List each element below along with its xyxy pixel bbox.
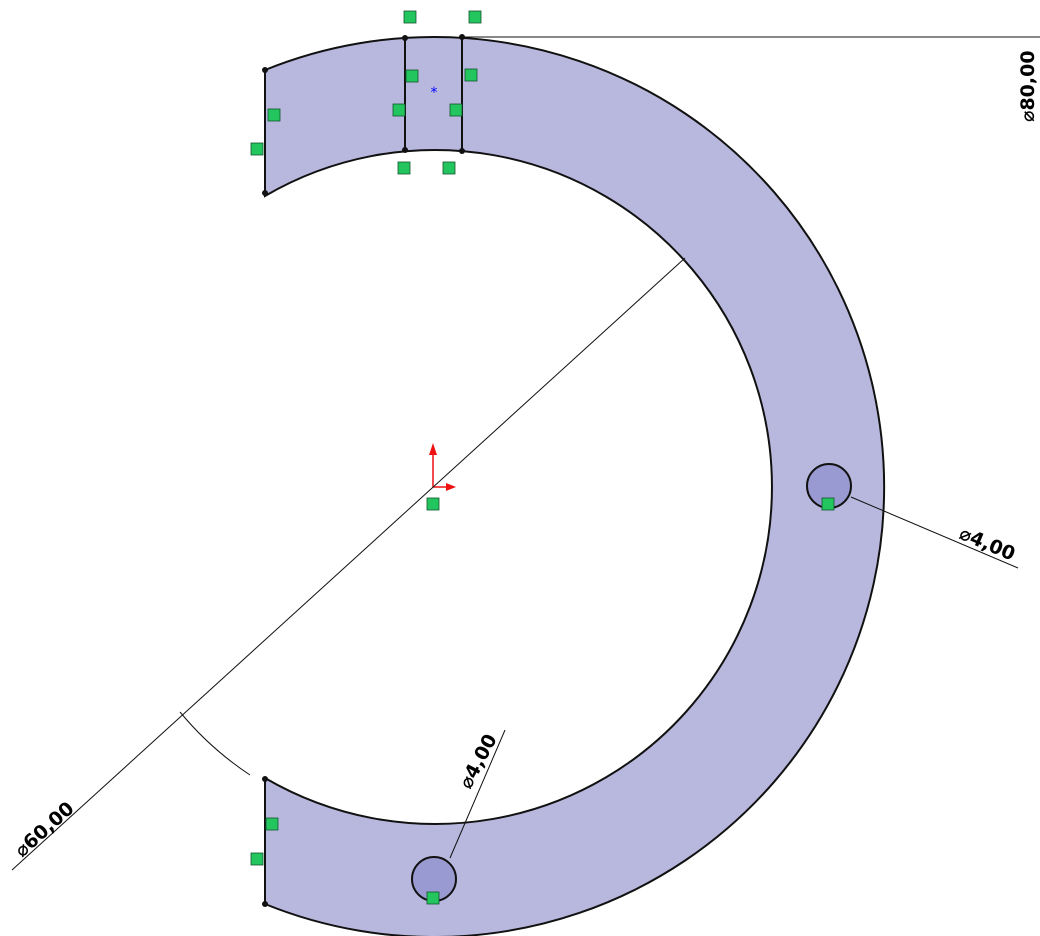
origin: * [429,85,456,491]
ring-profile [264,36,886,936]
svg-text:*: * [431,85,438,101]
dimension-lines [11,36,1040,871]
construction-arc [179,711,251,776]
dimension-label: ⌀60,00 [11,797,79,861]
relations [250,10,835,905]
dimension-label: ⌀4,00 [455,731,502,793]
dimension-label: ⌀80,00 [1017,50,1039,122]
dimension-label: ⌀4,00 [956,522,1018,565]
sketch-geometry [179,34,886,936]
